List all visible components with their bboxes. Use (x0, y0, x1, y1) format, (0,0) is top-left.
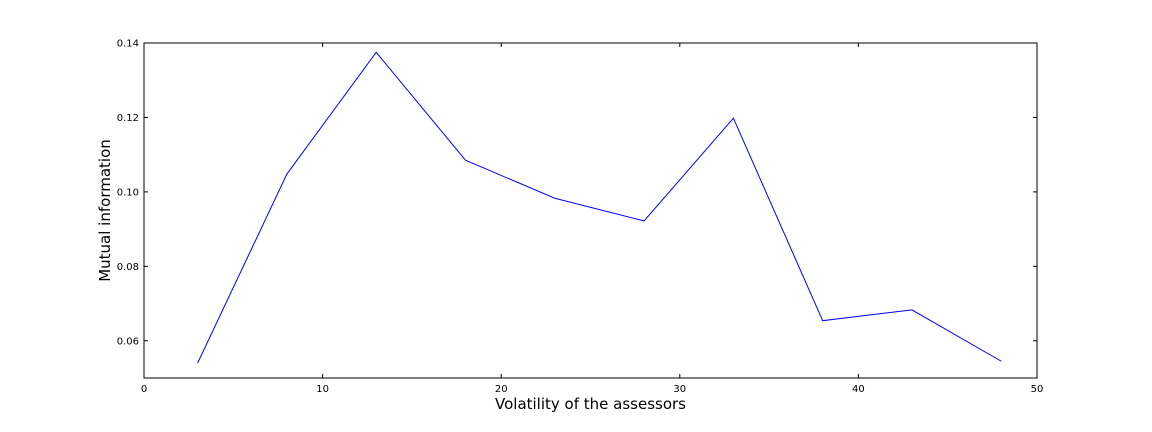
y-tick-label: 0.08 (117, 262, 139, 273)
x-tick-label: 20 (495, 384, 508, 395)
y-tick-label: 0.10 (117, 187, 139, 198)
series-line (197, 51, 1002, 364)
data-point (376, 52, 377, 53)
data-point (197, 363, 198, 364)
y-tick-label: 0.06 (117, 336, 139, 347)
y-tick-label: 0.12 (117, 113, 139, 124)
tick-marks (143, 42, 1038, 378)
data-point (1001, 361, 1002, 362)
data-point (643, 220, 644, 221)
x-tick-label: 0 (141, 384, 147, 395)
y-tick-label: 0.14 (117, 39, 139, 50)
data-point (733, 118, 734, 119)
x-tick-label: 50 (1031, 384, 1044, 395)
y-axis-label: Mutual information (96, 139, 114, 282)
tick-labels: 0 10 20 30 40 50 0.06 0.08 0.10 0.12 0.14 (117, 39, 1044, 396)
plot-area (143, 42, 1038, 379)
data-point (465, 160, 466, 161)
x-axis-label: Volatility of the assessors (495, 395, 686, 413)
series-layer (197, 51, 1002, 364)
data-point (554, 198, 555, 199)
data-point (911, 309, 912, 310)
x-tick-label: 10 (316, 384, 329, 395)
data-point (286, 173, 287, 174)
x-tick-label: 40 (852, 384, 865, 395)
data-point (822, 320, 823, 321)
x-tick-label: 30 (673, 384, 686, 395)
